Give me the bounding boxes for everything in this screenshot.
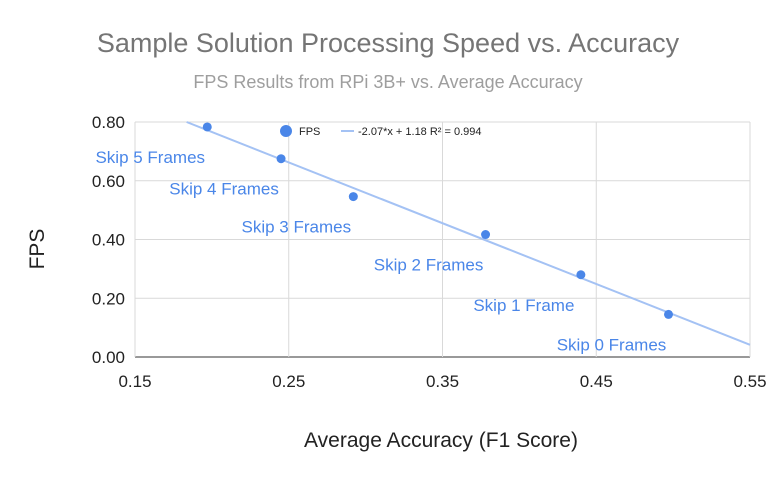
points-layer	[202, 122, 674, 319]
y-tick-label: 0.80	[92, 113, 125, 132]
legend-fps-label: FPS	[299, 126, 320, 138]
data-point-label: Skip 2 Frames	[374, 256, 484, 275]
tick-labels-layer: 0.00 0.20 0.40 0.60 0.80 0.15 0.25 0.35 0.45 0.55	[92, 113, 767, 391]
data-point-label: Skip 3 Frames	[242, 218, 352, 237]
data-point-label: Skip 4 Frames	[169, 180, 279, 199]
data-point	[664, 309, 674, 319]
y-tick-label: 0.40	[92, 231, 125, 250]
x-axis-title: Average Accuracy (F1 Score)	[304, 429, 578, 452]
data-point-label: Skip 5 Frames	[95, 148, 205, 167]
data-point	[576, 270, 586, 280]
x-tick-label: 0.45	[580, 372, 613, 391]
y-tick-label: 0.20	[92, 289, 125, 308]
data-point-label: Skip 0 Frames	[557, 335, 667, 354]
y-tick-label: 0.60	[92, 172, 125, 191]
legend-fps-marker	[280, 125, 292, 137]
legend: FPS -2.07*x + 1.18 R² = 0.994	[280, 125, 482, 138]
data-point	[481, 230, 491, 240]
data-point-label: Skip 1 Frame	[473, 296, 574, 315]
data-point	[202, 122, 212, 132]
y-axis-title: FPS	[26, 229, 49, 270]
y-tick-label: 0.00	[92, 348, 125, 367]
data-point	[276, 154, 286, 164]
data-point	[348, 192, 358, 202]
x-tick-label: 0.25	[272, 372, 305, 391]
chart-subtitle: FPS Results from RPi 3B+ vs. Average Acc…	[193, 72, 582, 92]
point-labels-layer: Skip 5 Frames Skip 4 Frames Skip 3 Frames S…	[95, 148, 666, 354]
grid	[134, 121, 751, 358]
legend-trendline-label: -2.07*x + 1.18 R² = 0.994	[358, 126, 482, 138]
x-tick-label: 0.55	[733, 372, 766, 391]
x-tick-label: 0.35	[426, 372, 459, 391]
chart-title: Sample Solution Processing Speed vs. Acc…	[97, 28, 680, 58]
x-tick-label: 0.15	[118, 372, 151, 391]
